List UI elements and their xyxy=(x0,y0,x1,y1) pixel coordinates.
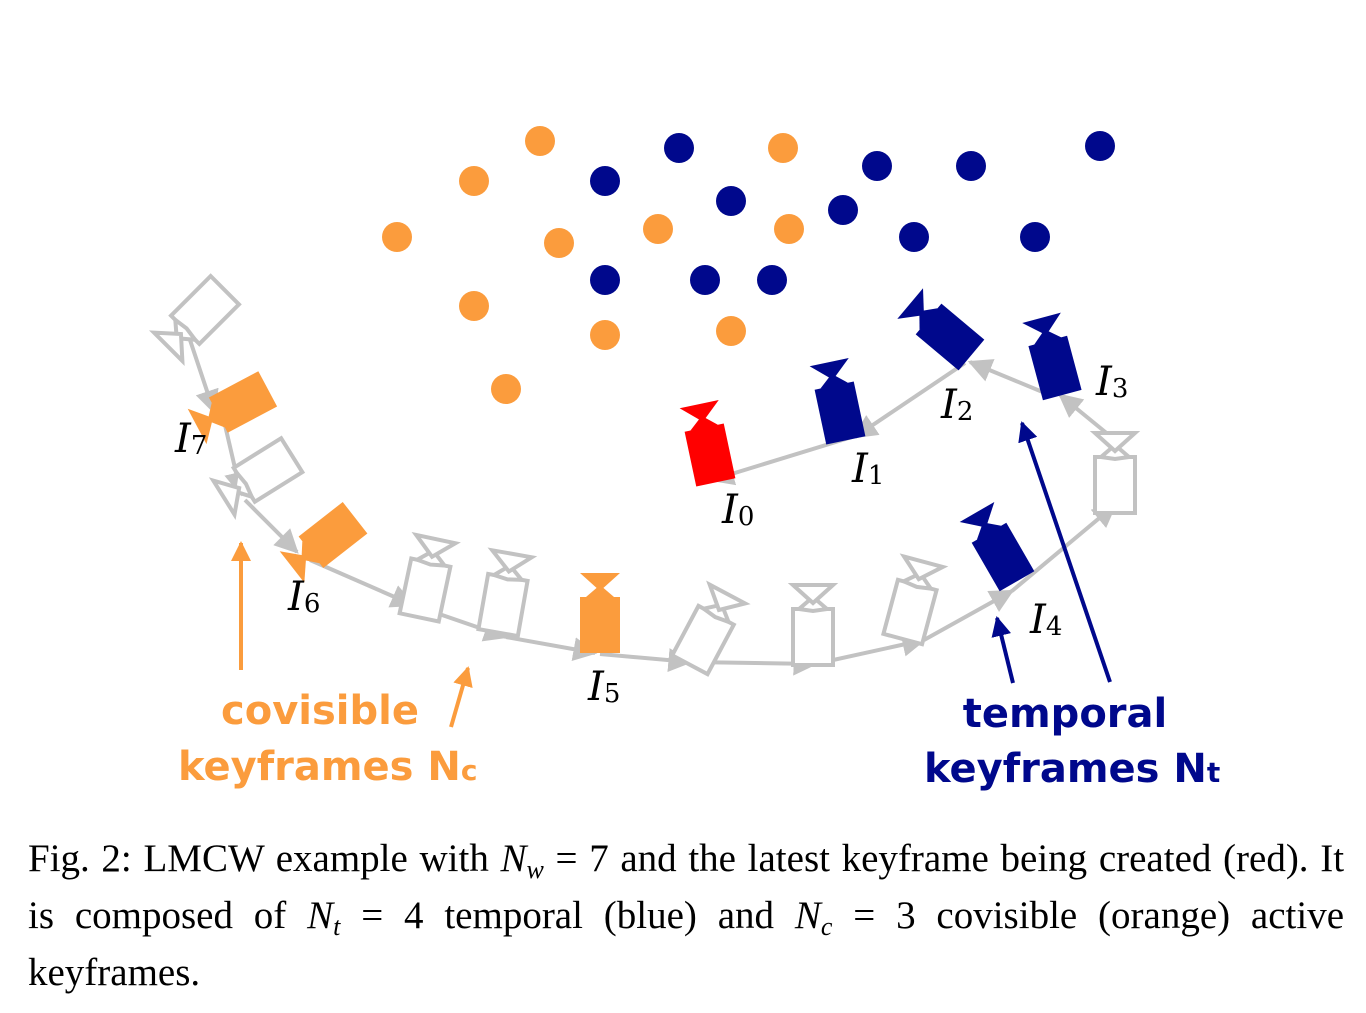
caption-text: covisible (orange) active keyframes. xyxy=(28,894,1345,994)
caption-fig-number: Fig. 2: xyxy=(28,837,132,880)
camera-latest-icon xyxy=(679,399,736,487)
map-point-blue xyxy=(862,151,892,181)
caption-text: temporal (blue) and xyxy=(444,894,775,937)
trajectory-edge xyxy=(709,435,853,486)
map-point-orange xyxy=(774,214,804,244)
trajectory-edge xyxy=(923,589,1015,642)
label-I2: I2 xyxy=(940,382,973,428)
temporal-arrow xyxy=(991,616,1015,684)
camera-inactive-icon xyxy=(791,583,835,667)
label-I1: I1 xyxy=(851,446,884,492)
camera-inactive-icon xyxy=(1093,431,1137,515)
temporal-label-line2: keyframes Nt xyxy=(924,746,1220,792)
map-point-blue xyxy=(690,265,720,295)
covisible-group-label: covisible keyframes Nc xyxy=(178,688,477,790)
map-point-blue xyxy=(899,222,929,252)
label-I0: I0 xyxy=(721,487,754,533)
latest-keyframe xyxy=(679,399,736,487)
map-point-blue xyxy=(1020,222,1050,252)
camera-inactive-icon xyxy=(672,585,745,674)
camera-covisible-icon xyxy=(580,573,620,653)
lmcw-diagram: I0 I1 I2 I3 I4 I5 I6 I7 covisible keyfra… xyxy=(0,126,1220,792)
label-I7: I7 xyxy=(174,416,207,462)
caption-math-nw: Nw = 7 xyxy=(500,837,609,884)
map-point-orange xyxy=(459,291,489,321)
map-point-blue xyxy=(590,166,620,196)
trajectory-edge xyxy=(309,558,416,608)
map-point-blue xyxy=(757,265,787,295)
trajectory-edge xyxy=(188,339,219,415)
trajectory-edge xyxy=(599,648,693,673)
map-point-orange xyxy=(768,133,798,163)
map-point-blue xyxy=(956,151,986,181)
temporal-keyframes xyxy=(809,288,1082,592)
camera-covisible-icon xyxy=(279,502,368,583)
trajectory-edge xyxy=(967,359,1046,395)
caption-text: LMCW example with xyxy=(143,837,489,880)
caption-math-nc: Nc = 3 xyxy=(794,894,916,941)
trajectory xyxy=(188,339,1117,676)
label-I6: I6 xyxy=(287,574,320,620)
map-point-blue xyxy=(664,133,694,163)
covisible-label-line2: keyframes Nc xyxy=(178,744,477,790)
trajectory-edge xyxy=(243,498,299,554)
temporal-arrow xyxy=(1018,421,1112,683)
label-I3: I3 xyxy=(1095,359,1128,405)
caption-text: and the latest keyframe being created (r… xyxy=(28,837,1345,937)
map-point-orange xyxy=(716,316,746,346)
camera-inactive-icon xyxy=(476,548,534,639)
camera-inactive-icon xyxy=(881,554,945,647)
map-point-orange xyxy=(525,126,555,156)
camera-temporal-icon xyxy=(959,501,1035,592)
figure-caption: Fig. 2: LMCW example with Nw = 7 and the… xyxy=(28,830,1344,1001)
covisible-arrow xyxy=(449,666,473,728)
trajectory-edge xyxy=(853,361,967,439)
keyframe-labels: I0 I1 I2 I3 I4 I5 I6 I7 xyxy=(174,359,1128,710)
group-arrows xyxy=(231,421,1112,728)
temporal-group-label: temporal keyframes Nt xyxy=(924,691,1220,792)
camera-temporal-icon xyxy=(897,288,985,371)
map-point-blue xyxy=(590,265,620,295)
map-point-orange xyxy=(491,374,521,404)
map-point-orange xyxy=(544,228,574,258)
camera-temporal-icon xyxy=(809,357,866,445)
camera-inactive-icon xyxy=(397,532,458,624)
covisible-label-line1: covisible xyxy=(221,688,419,734)
label-I4: I4 xyxy=(1029,597,1062,643)
map-point-orange xyxy=(643,214,673,244)
camera-inactive-icon xyxy=(211,436,305,517)
label-I5: I5 xyxy=(587,664,620,710)
map-point-orange xyxy=(459,166,489,196)
map-point-orange xyxy=(590,320,620,350)
map-point-blue xyxy=(828,195,858,225)
map-points xyxy=(382,126,1115,404)
map-point-blue xyxy=(716,186,746,216)
map-point-orange xyxy=(382,222,412,252)
camera-inactive-icon xyxy=(154,276,239,361)
caption-math-nt: Nt = 4 xyxy=(307,894,424,941)
temporal-label-line1: temporal xyxy=(963,691,1167,737)
map-point-blue xyxy=(1085,131,1115,161)
